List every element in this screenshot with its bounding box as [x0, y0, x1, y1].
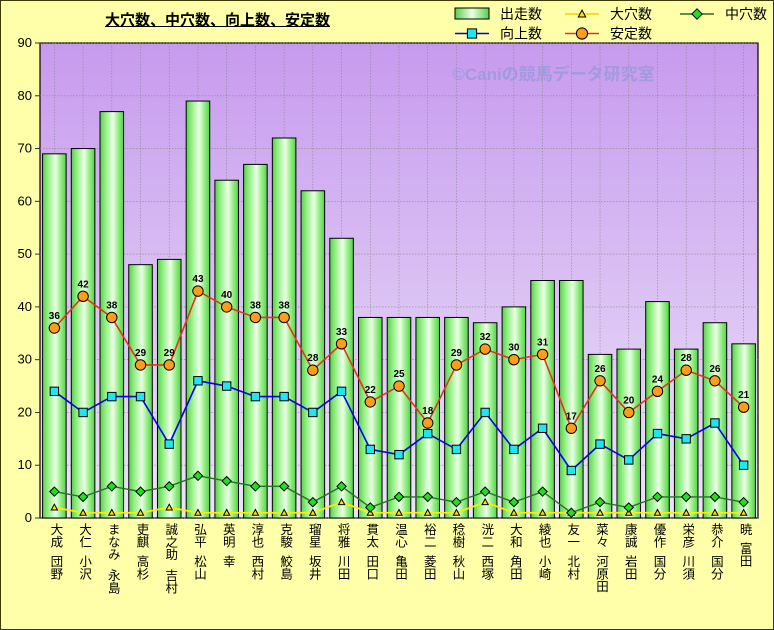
svg-text:60: 60 — [18, 193, 32, 208]
svg-text:29: 29 — [135, 348, 147, 359]
svg-text:29: 29 — [164, 348, 176, 359]
svg-text:大穴数: 大穴数 — [610, 6, 652, 22]
svg-text:©Caniの競馬データ研究室: ©Caniの競馬データ研究室 — [452, 64, 654, 84]
svg-text:中穴数: 中穴数 — [725, 6, 767, 22]
svg-text:17: 17 — [566, 411, 578, 422]
svg-text:90: 90 — [18, 35, 32, 50]
svg-text:40: 40 — [18, 299, 32, 314]
svg-text:18: 18 — [422, 406, 434, 417]
svg-text:20: 20 — [623, 395, 635, 406]
svg-text:20: 20 — [18, 404, 32, 419]
svg-text:26: 26 — [594, 364, 606, 375]
svg-text:出走数: 出走数 — [500, 6, 542, 22]
svg-text:安定数: 安定数 — [610, 26, 652, 42]
svg-text:0: 0 — [25, 510, 32, 525]
svg-text:38: 38 — [106, 300, 118, 311]
svg-text:29: 29 — [451, 348, 463, 359]
svg-text:28: 28 — [681, 353, 693, 364]
svg-text:40: 40 — [221, 290, 233, 301]
svg-text:43: 43 — [192, 274, 204, 285]
svg-text:25: 25 — [393, 369, 405, 380]
svg-text:50: 50 — [18, 246, 32, 261]
svg-text:30: 30 — [508, 343, 520, 354]
svg-text:33: 33 — [336, 327, 348, 338]
svg-text:70: 70 — [18, 141, 32, 156]
svg-text:32: 32 — [480, 332, 492, 343]
svg-text:向上数: 向上数 — [500, 26, 542, 42]
svg-text:80: 80 — [18, 88, 32, 103]
svg-text:24: 24 — [652, 374, 664, 385]
svg-text:31: 31 — [537, 337, 549, 348]
svg-text:38: 38 — [250, 300, 262, 311]
svg-text:10: 10 — [18, 457, 32, 472]
svg-text:36: 36 — [49, 311, 61, 322]
svg-text:21: 21 — [738, 390, 750, 401]
svg-text:38: 38 — [279, 300, 291, 311]
svg-text:42: 42 — [78, 279, 90, 290]
svg-text:30: 30 — [18, 352, 32, 367]
svg-text:22: 22 — [365, 385, 377, 396]
svg-text:28: 28 — [307, 353, 319, 364]
svg-text:26: 26 — [709, 364, 721, 375]
